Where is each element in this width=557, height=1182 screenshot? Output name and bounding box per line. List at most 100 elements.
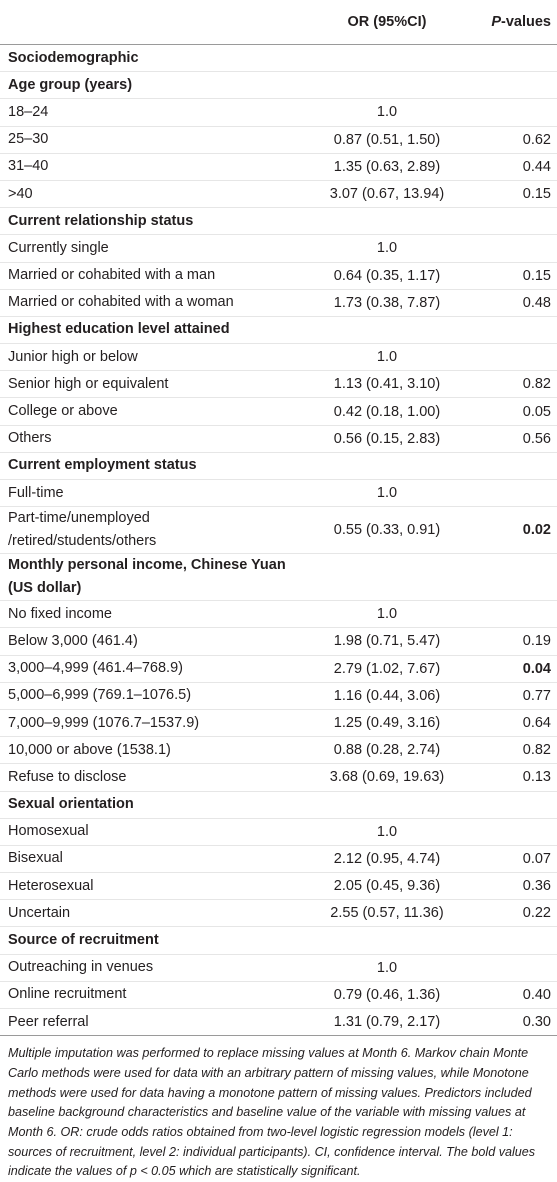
section-row: Current employment status — [0, 452, 557, 481]
row-label: Highest education level attained — [0, 316, 312, 345]
p-value-cell — [462, 207, 557, 236]
data-row: Married or cohabited with a woman 1.73 (0… — [0, 289, 557, 317]
p-value-cell — [462, 44, 557, 73]
row-label: Current employment status — [0, 452, 312, 481]
row-label: Below 3,000 (461.4) — [0, 627, 312, 656]
or-cell: 1.73 (0.38, 7.87) — [312, 289, 462, 317]
section-row: Source of recruitment — [0, 926, 557, 955]
data-row: 10,000 or above (1538.1) 0.88 (0.28, 2.74… — [0, 736, 557, 765]
data-row: No fixed income 1.0 — [0, 600, 557, 629]
or-cell: 0.79 (0.46, 1.36) — [312, 981, 462, 1010]
or-cell: 0.42 (0.18, 1.00) — [312, 397, 462, 426]
or-cell — [312, 926, 462, 955]
table-header: OR (95%CI) P-values — [0, 0, 557, 45]
or-cell: 1.98 (0.71, 5.47) — [312, 627, 462, 656]
p-value-cell: 0.15 — [462, 180, 557, 209]
footnote: Multiple imputation was performed to rep… — [8, 1046, 536, 1179]
row-label: Part-time/unemployed /retired/students/o… — [0, 506, 312, 555]
p-value-cell — [462, 791, 557, 819]
or-cell: 1.35 (0.63, 2.89) — [312, 153, 462, 181]
p-value-cell: 0.05 — [462, 397, 557, 426]
p-value-cell: 0.64 — [462, 709, 557, 738]
data-row: Senior high or equivalent 1.13 (0.41, 3.1… — [0, 370, 557, 399]
data-row: 25–30 0.87 (0.51, 1.50) 0.62 — [0, 126, 557, 154]
or-cell — [312, 553, 462, 602]
p-value-cell: 0.13 — [462, 763, 557, 792]
data-row: Outreaching in venues 1.0 — [0, 954, 557, 982]
or-cell: 1.31 (0.79, 2.17) — [312, 1008, 462, 1037]
p-value-cell: 0.04 — [462, 655, 557, 683]
p-value-cell — [462, 98, 557, 127]
or-cell: 1.0 — [312, 818, 462, 846]
p-value-cell: 0.22 — [462, 899, 557, 928]
row-label: Source of recruitment — [0, 926, 312, 955]
or-cell: 0.64 (0.35, 1.17) — [312, 262, 462, 290]
row-label: >40 — [0, 180, 312, 209]
or-cell — [312, 452, 462, 481]
p-value-cell — [462, 954, 557, 982]
p-value-cell: 0.15 — [462, 262, 557, 290]
row-label: Full-time — [0, 479, 312, 508]
or-cell: 2.55 (0.57, 11.36) — [312, 899, 462, 928]
row-label: 3,000–4,999 (461.4–768.9) — [0, 655, 312, 683]
p-value-cell — [462, 316, 557, 345]
or-cell: 2.12 (0.95, 4.74) — [312, 845, 462, 874]
row-label: Refuse to disclose — [0, 763, 312, 792]
data-row: Homosexual 1.0 — [0, 818, 557, 846]
or-cell — [312, 71, 462, 100]
or-cell: 0.87 (0.51, 1.50) — [312, 126, 462, 154]
data-row: Below 3,000 (461.4) 1.98 (0.71, 5.47) 0.19 — [0, 627, 557, 656]
row-label: Married or cohabited with a woman — [0, 289, 312, 317]
p-value-cell: 0.62 — [462, 126, 557, 154]
row-label: Monthly personal income, Chinese Yuan (U… — [0, 553, 312, 602]
or-cell — [312, 316, 462, 345]
row-label: Age group (years) — [0, 71, 312, 100]
row-label: 10,000 or above (1538.1) — [0, 736, 312, 765]
or-cell: 1.0 — [312, 600, 462, 629]
data-row: Online recruitment 0.79 (0.46, 1.36) 0.40 — [0, 981, 557, 1010]
or-cell: 1.16 (0.44, 3.06) — [312, 682, 462, 710]
row-label: Currently single — [0, 234, 312, 263]
p-value-cell — [462, 479, 557, 508]
row-label: 31–40 — [0, 153, 312, 181]
p-value-cell — [462, 818, 557, 846]
row-label: 25–30 — [0, 126, 312, 154]
or-cell: 1.13 (0.41, 3.10) — [312, 370, 462, 399]
p-value-cell: 0.30 — [462, 1008, 557, 1037]
row-label: Homosexual — [0, 818, 312, 846]
header-cell: OR (95%CI) — [312, 0, 462, 45]
or-cell — [312, 44, 462, 73]
row-label: Married or cohabited with a man — [0, 262, 312, 290]
header-cell: P-values — [462, 0, 557, 45]
data-row: >40 3.07 (0.67, 13.94) 0.15 — [0, 180, 557, 209]
p-value-cell: 0.19 — [462, 627, 557, 656]
p-value-cell: 0.44 — [462, 153, 557, 181]
data-row: 31–40 1.35 (0.63, 2.89) 0.44 — [0, 153, 557, 181]
p-value-cell: 0.40 — [462, 981, 557, 1010]
p-value-cell — [462, 926, 557, 955]
or-cell: 1.0 — [312, 98, 462, 127]
row-label: 18–24 — [0, 98, 312, 127]
section-row: Highest education level attained — [0, 316, 557, 345]
data-row: Uncertain 2.55 (0.57, 11.36) 0.22 — [0, 899, 557, 928]
or-cell: 3.68 (0.69, 19.63) — [312, 763, 462, 792]
or-cell: 1.0 — [312, 479, 462, 508]
p-value-cell — [462, 600, 557, 629]
row-label: 7,000–9,999 (1076.7–1537.9) — [0, 709, 312, 738]
data-row: Refuse to disclose 3.68 (0.69, 19.63) 0.13 — [0, 763, 557, 792]
p-value-cell: 0.82 — [462, 736, 557, 765]
section-row: Sociodemographic — [0, 44, 557, 73]
row-label: Sociodemographic — [0, 44, 312, 73]
or-cell: 1.25 (0.49, 3.16) — [312, 709, 462, 738]
data-row: Bisexual 2.12 (0.95, 4.74) 0.07 — [0, 845, 557, 874]
or-cell: 1.0 — [312, 954, 462, 982]
p-value-cell: 0.36 — [462, 872, 557, 901]
data-row: 7,000–9,999 (1076.7–1537.9) 1.25 (0.49, 3… — [0, 709, 557, 738]
or-cell: 0.55 (0.33, 0.91) — [312, 506, 462, 555]
header-row: OR (95%CI) P-values — [0, 0, 557, 45]
row-label: Heterosexual — [0, 872, 312, 901]
p-value-cell: 0.07 — [462, 845, 557, 874]
table-body: Sociodemographic Age group (years) 18–24 1.… — [0, 44, 557, 1037]
p-value-cell — [462, 71, 557, 100]
